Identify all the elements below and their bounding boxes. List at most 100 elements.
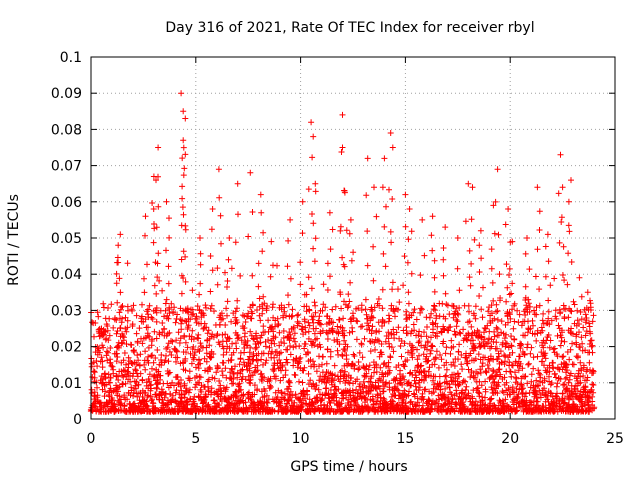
data-point [414, 407, 421, 414]
data-point [306, 306, 313, 313]
data-point [119, 333, 126, 339]
data-point [339, 254, 346, 261]
data-point [235, 334, 242, 341]
data-point [337, 378, 344, 385]
data-point [303, 291, 310, 298]
data-point [375, 319, 382, 326]
data-point [185, 322, 192, 329]
data-point [395, 286, 401, 293]
data-point [291, 399, 298, 406]
data-point [545, 308, 552, 315]
data-point [235, 211, 241, 218]
data-point [178, 90, 185, 97]
data-point [289, 306, 296, 313]
data-point [196, 356, 202, 363]
data-point [451, 363, 458, 369]
y-tick-label: 0.01 [51, 376, 82, 392]
data-point [472, 345, 479, 352]
data-point [285, 379, 292, 385]
data-point [122, 314, 129, 321]
data-point [500, 400, 507, 407]
data-point [213, 332, 220, 339]
data-point [124, 317, 131, 324]
data-point [418, 333, 425, 340]
data-point [232, 329, 239, 336]
data-point [313, 382, 320, 389]
data-point [542, 355, 549, 362]
data-point [253, 330, 260, 337]
data-point [284, 359, 291, 366]
data-point [115, 344, 122, 351]
data-point [554, 390, 560, 397]
data-point [324, 260, 331, 267]
data-point [541, 375, 548, 382]
data-point [110, 370, 117, 377]
data-point [511, 389, 518, 396]
data-point [204, 330, 211, 337]
data-point [197, 374, 204, 381]
data-point [124, 260, 131, 267]
data-point [534, 395, 540, 402]
data-point [103, 348, 110, 355]
data-point [232, 239, 239, 246]
data-point [441, 326, 448, 333]
data-point [541, 385, 548, 392]
data-point [182, 226, 189, 233]
data-point [463, 332, 470, 339]
data-point [260, 229, 267, 236]
data-point [274, 360, 281, 367]
data-point [117, 231, 124, 238]
data-point [447, 374, 454, 381]
data-point [429, 343, 436, 350]
data-point [299, 379, 306, 386]
data-point [249, 357, 256, 364]
data-point [416, 328, 423, 335]
data-point [341, 298, 347, 305]
data-point [124, 324, 131, 331]
data-point [544, 369, 550, 376]
data-point [551, 275, 558, 282]
data-point [194, 303, 201, 310]
data-point [585, 306, 592, 313]
data-point [350, 351, 357, 358]
data-point [531, 331, 538, 338]
data-point [488, 384, 495, 391]
data-point [550, 359, 556, 366]
data-point [236, 361, 243, 368]
data-point [541, 362, 547, 369]
data-point [479, 360, 486, 367]
data-point [508, 333, 515, 340]
data-point [153, 309, 160, 316]
data-point [132, 385, 139, 392]
data-point [134, 352, 141, 359]
data-point [134, 393, 141, 400]
data-point [371, 184, 377, 191]
data-point [553, 315, 560, 322]
data-point [476, 242, 483, 249]
data-point [554, 380, 561, 387]
data-point [177, 383, 184, 390]
data-point [332, 303, 339, 310]
data-point [577, 379, 584, 386]
data-point [578, 293, 585, 300]
data-point [95, 313, 102, 320]
data-point [262, 343, 269, 350]
data-point [539, 327, 546, 334]
data-point [171, 304, 178, 311]
data-point [339, 353, 346, 359]
data-point [255, 260, 262, 267]
data-point [509, 238, 516, 245]
data-point [156, 277, 163, 284]
data-point [113, 270, 120, 277]
data-point [117, 324, 124, 331]
data-point [295, 320, 302, 327]
data-point [383, 333, 390, 339]
data-point [442, 373, 449, 380]
data-point [319, 361, 325, 368]
data-point [540, 310, 547, 317]
data-point [577, 344, 584, 351]
data-point [215, 166, 222, 173]
data-point [490, 367, 496, 374]
data-point [149, 200, 156, 206]
data-point [362, 306, 369, 313]
